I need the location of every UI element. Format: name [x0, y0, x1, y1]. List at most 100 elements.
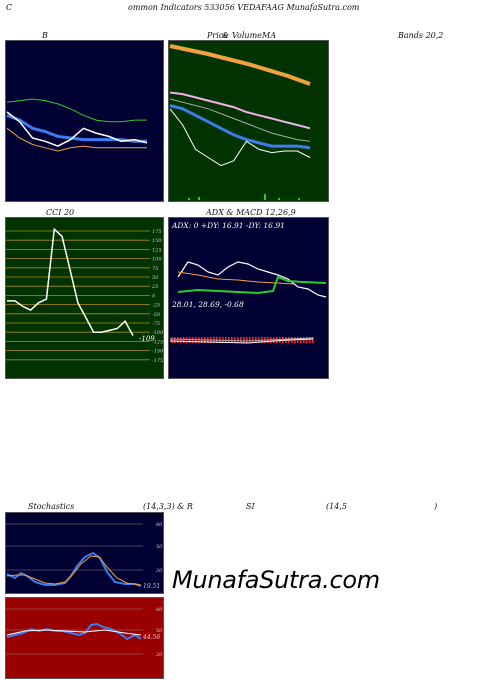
rsi-line: [6, 622, 142, 641]
macd-bar: [243, 337, 245, 343]
label-ma-d: MA: [262, 31, 276, 40]
tick-label: 80: [156, 607, 163, 613]
cci-tick-label: 150: [152, 238, 162, 244]
cci-tick-label: 75: [152, 266, 158, 272]
bb-middle-line: [6, 113, 147, 143]
cci-tick-label: 175: [152, 229, 162, 235]
volume-bar: [264, 194, 266, 200]
macd-bar: [171, 337, 173, 343]
macd-bar: [228, 337, 230, 343]
tick-label: 20: [155, 652, 163, 658]
cci-line: [7, 227, 134, 336]
stoch-d-line: [6, 555, 142, 586]
macd-bar: [300, 337, 302, 343]
macd-bar: [303, 337, 305, 343]
macd-text: 28.01, 28.69, -0.68: [171, 300, 244, 309]
label-stoch-a: Stochastics: [28, 502, 75, 511]
plus-dy-line: [177, 275, 327, 295]
stoch-bg: [5, 512, 164, 594]
tick-label: 20: [155, 568, 163, 574]
macd-bar: [255, 337, 257, 343]
cci-tick-label: 0: [152, 293, 156, 299]
macd-bar: [240, 337, 242, 343]
macd-bar: [309, 337, 311, 343]
cci-panel: 175 150 125 100 75 50 25 0 -25 -50 -75 -100 -125 -150…: [5, 217, 164, 379]
macd-bar: [231, 337, 233, 343]
price-ma-bg: [168, 40, 329, 202]
rsi-panel: 80 50 20 44.56: [5, 597, 164, 679]
label-bands: Bands 20,2: [398, 31, 444, 40]
macd-signal-line: [169, 337, 314, 342]
cci-bg: [5, 217, 164, 379]
adx-line: [177, 261, 327, 298]
macd-bar: [246, 337, 248, 343]
bb-price-line: [6, 111, 148, 147]
stochastics-panel: 80 50 20 19.51: [5, 512, 164, 594]
adx-macd-bg: [168, 217, 329, 379]
minus-dy-line: [177, 271, 294, 285]
stoch-last-label: 19.51: [143, 583, 160, 590]
macd-bar: [180, 337, 182, 343]
macd-bar: [237, 337, 239, 343]
ma-orange-long-line: [169, 44, 311, 86]
cci-last-label: -109: [139, 335, 155, 343]
price-ma-panel: [168, 40, 329, 202]
cci-tick-label: -100: [152, 330, 164, 336]
cci-tick-label: -50: [152, 312, 161, 318]
macd-bar: [279, 337, 281, 343]
cci-tick-label: -175: [152, 358, 163, 364]
rsi-ma-line: [6, 629, 142, 636]
rsi-last-label: 44.56: [142, 634, 160, 641]
page-title: ommon Indicators 533056 VEDAFAAG MunafaS…: [128, 3, 360, 12]
cci-tick-label: -125: [152, 339, 163, 345]
macd-bar: [174, 337, 176, 343]
cci-tick-label: 50: [152, 275, 159, 281]
tick-label: 80: [156, 522, 163, 528]
volume-bar: [298, 198, 300, 200]
cci-tick-label: 25: [151, 284, 158, 290]
ma-ma-blue-line: [169, 104, 311, 150]
watermark: MunafaSutra.com: [172, 566, 380, 594]
cci-tick-label: -75: [152, 321, 160, 327]
macd-line: [169, 338, 314, 344]
ma-ma-grey-line: [169, 98, 311, 142]
bb-upper-line: [6, 98, 147, 123]
macd-bar: [234, 337, 236, 343]
macd-bar: [312, 337, 314, 343]
macd-bar: [177, 337, 179, 343]
label-b: B: [42, 31, 48, 40]
volume-bars: [188, 194, 300, 200]
header-c: C: [6, 3, 13, 12]
ma-ma-pink-line: [169, 91, 311, 130]
bb-lower-line: [6, 127, 147, 152]
adx-text: ADX: 0 +DY: 16.91 -DY: 16.91: [171, 221, 285, 230]
rsi-bg: [5, 597, 164, 679]
macd-bar: [306, 337, 308, 343]
volume-bar: [188, 198, 190, 200]
cci-tick-label: -25: [152, 303, 160, 309]
tick-label: 50: [156, 544, 163, 550]
bollinger-panel: [5, 40, 164, 202]
label-ma-c: Volume: [232, 31, 262, 40]
adx-macd-panel: ADX: 0 +DY: 16.91 -DY: 16.91 28.01, 28.6…: [168, 217, 329, 379]
volume-bar: [278, 198, 280, 200]
tick-label: 50: [156, 628, 163, 634]
bollinger-bg: [5, 40, 164, 202]
label-ma-a: Price: [207, 31, 228, 40]
label-stoch-e: ): [434, 502, 438, 511]
cci-tick-label: 100: [152, 257, 162, 263]
macd-bar: [249, 337, 251, 343]
label-stoch-c: SI: [246, 502, 255, 511]
volume-bar: [198, 197, 200, 200]
label-ma-b: &: [222, 31, 230, 40]
macd-bar: [252, 337, 254, 343]
ma-price-line: [169, 108, 311, 167]
label-stoch-d: (14,5: [326, 502, 347, 511]
label-adx-macd: ADX & MACD 12,26,9: [206, 208, 296, 217]
macd-bar: [186, 337, 188, 343]
label-cci: CCI 20: [46, 208, 75, 217]
label-stoch-b: (14,3,3) & R: [143, 502, 193, 511]
cci-tick-label: 125: [152, 247, 162, 253]
macd-bar: [183, 337, 185, 343]
cci-tick-label: -150: [152, 349, 164, 355]
